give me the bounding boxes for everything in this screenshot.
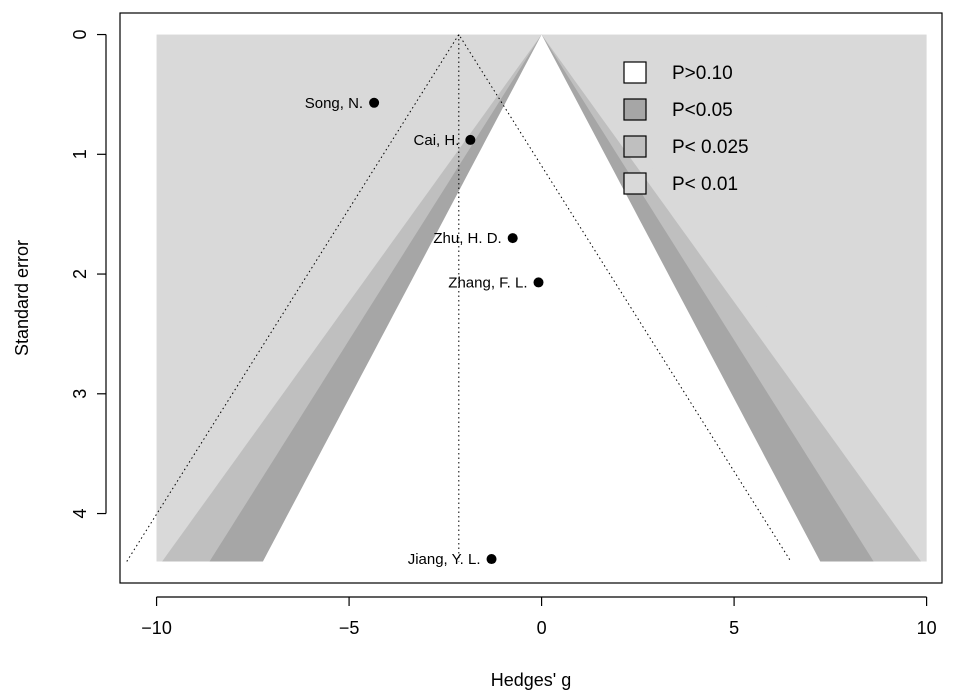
y-axis-label: Standard error: [12, 240, 32, 356]
study-label: Jiang, Y. L.: [408, 551, 481, 568]
x-axis: −10 −5 0 5 10: [141, 596, 937, 638]
legend-label: P< 0.01: [672, 174, 738, 195]
y-tick-label: 3: [70, 389, 90, 399]
study-point: [369, 97, 380, 108]
study-point: [486, 554, 497, 565]
y-tick-label: 0: [70, 30, 90, 40]
study-label: Zhu, H. D.: [433, 230, 501, 247]
study-label: Zhang, F. L.: [448, 274, 527, 291]
x-tick-label: −10: [141, 618, 172, 638]
x-tick-label: 0: [537, 618, 547, 638]
legend-swatch: [623, 61, 647, 84]
y-axis: 0 1 2 3 4: [70, 30, 107, 519]
study-point: [507, 233, 518, 244]
legend-label: P<0.05: [672, 100, 733, 121]
contour-region-nonsignificant: [262, 34, 821, 562]
legend-label: P< 0.025: [672, 137, 749, 158]
contour-regions: [156, 34, 927, 562]
plot-frame: [119, 12, 943, 584]
x-tick-label: 10: [917, 618, 937, 638]
legend-label: P>0.10: [672, 63, 733, 84]
y-tick-label: 4: [70, 509, 90, 519]
y-tick-label: 2: [70, 269, 90, 279]
study-label: Cai, H.: [414, 132, 460, 149]
legend-swatch: [623, 135, 647, 158]
legend-swatch: [623, 98, 647, 121]
study-point: [533, 277, 544, 288]
legend: P>0.10 P<0.05 P< 0.025 P< 0.01: [623, 61, 749, 195]
x-axis-label: Hedges' g: [491, 670, 572, 690]
study-points: Song, N. Cai, H. Zhu, H. D. Zhang, F. L. Jia…: [305, 95, 544, 568]
study-label: Song, N.: [305, 95, 363, 112]
pseudo-ci-lines: [126, 33, 792, 562]
study-point: [465, 134, 476, 145]
y-tick-label: 1: [70, 149, 90, 159]
reference-lines: [126, 33, 792, 562]
legend-swatch: [623, 172, 647, 195]
x-tick-label: 5: [729, 618, 739, 638]
x-tick-label: −5: [339, 618, 360, 638]
